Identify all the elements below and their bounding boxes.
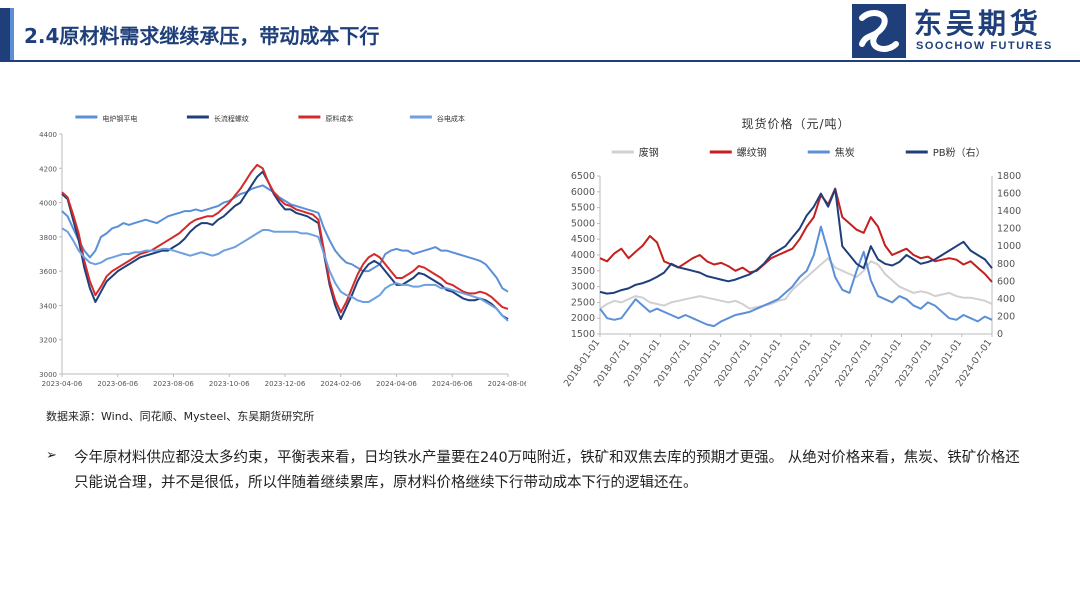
y2-tick-label: 0 xyxy=(997,329,1003,340)
y-tick-label: 4400 xyxy=(39,131,57,139)
title-accent-bar-secondary xyxy=(10,8,14,60)
legend-label: 谷电成本 xyxy=(437,114,465,123)
y-tick-label: 3600 xyxy=(39,268,57,276)
y-tick-label: 3000 xyxy=(571,282,595,293)
data-source-note: 数据来源：Wind、同花顺、Mysteel、东吴期货研究所 xyxy=(46,410,315,423)
y2-tick-label: 600 xyxy=(997,276,1015,287)
y-tick-label: 4200 xyxy=(39,165,57,173)
y-tick-label: 6000 xyxy=(571,187,595,198)
series-line xyxy=(61,170,509,321)
series-line xyxy=(599,257,993,310)
bullet-text: 今年原材料供应都没太多约束，平衡表来看，日均铁水产量要在240万吨附近，铁矿和双… xyxy=(74,450,1020,491)
y-tick-label: 2500 xyxy=(571,297,595,308)
x-tick-label: 2023-10-06 xyxy=(209,380,250,388)
legend-label: 电炉钢平电 xyxy=(102,114,137,123)
y2-tick-label: 1000 xyxy=(997,241,1021,252)
y-tick-label: 5000 xyxy=(571,218,595,229)
legend-label: PB粉（右） xyxy=(933,146,986,159)
legend-label: 原料成本 xyxy=(325,114,353,123)
x-tick-label: 2023-06-06 xyxy=(97,380,138,388)
cost-line-chart: 3000 3200 3400 3600 3800 4000 4200 4400 2023-04-… xyxy=(39,114,526,388)
series-line xyxy=(599,225,993,328)
logo-chinese-name: 东吴期货 xyxy=(914,7,1043,40)
y2-tick-label: 800 xyxy=(997,259,1015,270)
legend-label: 螺纹钢 xyxy=(737,146,767,159)
x-tick-label: 2024-06-06 xyxy=(432,380,473,388)
y2-tick-label: 400 xyxy=(997,294,1015,305)
legend-label: 长流程螺纹 xyxy=(214,114,249,123)
legend-label: 焦炭 xyxy=(835,146,855,159)
y-tick-label: 3200 xyxy=(39,337,57,345)
logo-english-name: SOOCHOW FUTURES xyxy=(916,40,1053,52)
y-tick-label: 5500 xyxy=(571,203,595,214)
y2-tick-label: 200 xyxy=(997,311,1015,322)
page-title: 2.4原材料需求继续承压，带动成本下行 xyxy=(24,24,380,48)
x-tick-label: 2024-04-06 xyxy=(376,380,417,388)
spot-price-line-chart: 现货价格（元/吨）1500200025003000350040004500500… xyxy=(562,116,1021,389)
series-line xyxy=(599,188,993,295)
y2-tick-label: 1800 xyxy=(997,171,1021,182)
title-accent-bar xyxy=(0,8,10,60)
company-logo: 东吴期货 SOOCHOW FUTURES xyxy=(852,4,1074,58)
y-tick-label: 3400 xyxy=(39,302,57,310)
y2-tick-label: 1200 xyxy=(997,224,1021,235)
series-line xyxy=(61,163,509,314)
series-line xyxy=(599,187,993,283)
y-tick-label: 3800 xyxy=(39,234,57,242)
series-line xyxy=(61,227,509,322)
y-tick-label: 1500 xyxy=(571,329,595,340)
y-tick-label: 3000 xyxy=(39,371,57,379)
bullet-arrow-icon: ➢ xyxy=(46,448,57,463)
logo-icon xyxy=(852,4,906,58)
x-tick-label: 2023-04-06 xyxy=(42,380,83,388)
legend-label: 废钢 xyxy=(639,146,659,159)
chart-title: 现货价格（元/吨） xyxy=(741,116,850,131)
y-tick-label: 4000 xyxy=(571,250,595,261)
x-tick-label: 2024-02-06 xyxy=(320,380,361,388)
series-line xyxy=(61,184,509,293)
x-tick-label: 2023-08-06 xyxy=(153,380,194,388)
y-tick-label: 3500 xyxy=(571,266,595,277)
y-tick-label: 6500 xyxy=(571,171,595,182)
y2-tick-label: 1600 xyxy=(997,189,1021,200)
header-divider xyxy=(0,60,1080,62)
y-tick-label: 2000 xyxy=(571,313,595,324)
x-tick-label: 2023-12-06 xyxy=(265,380,306,388)
y-tick-label: 4000 xyxy=(39,200,57,208)
x-tick-label: 2024-08-06 xyxy=(488,380,526,388)
y-tick-label: 4500 xyxy=(571,234,595,245)
y2-tick-label: 1400 xyxy=(997,206,1021,217)
